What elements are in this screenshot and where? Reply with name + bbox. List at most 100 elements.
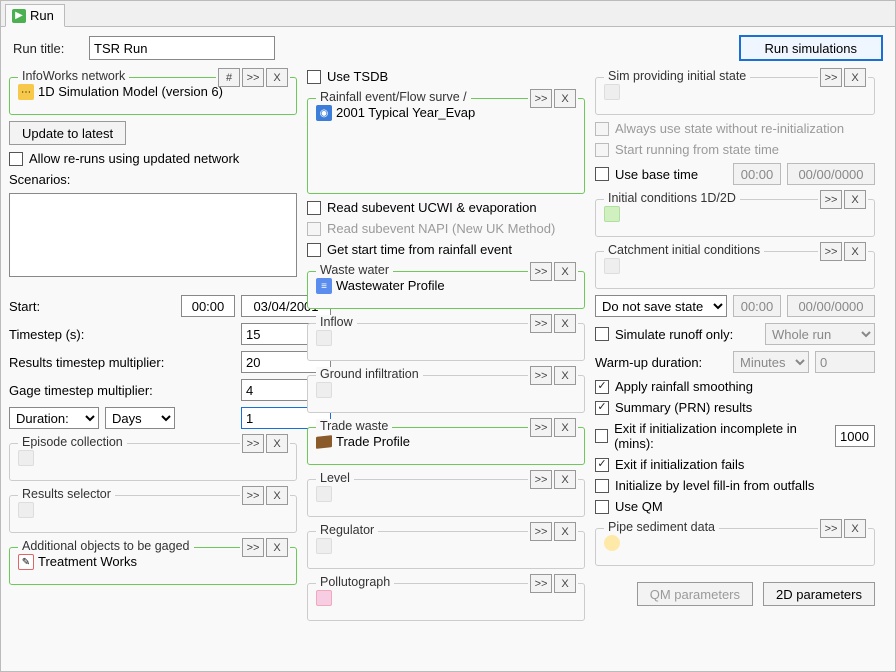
ground-clear-button[interactable]: X	[554, 366, 576, 385]
catchment-clear-button[interactable]: X	[844, 242, 866, 261]
pipe-sediment-group: Pipe sediment data >>X	[595, 528, 875, 566]
pipe-sediment-clear-button[interactable]: X	[844, 519, 866, 538]
scenarios-list[interactable]	[9, 193, 297, 277]
episode-more-button[interactable]: >>	[242, 434, 264, 453]
trade-clear-button[interactable]: X	[554, 418, 576, 437]
rainfall-legend: Rainfall event/Flow surve /	[316, 90, 471, 104]
regulator-clear-button[interactable]: X	[554, 522, 576, 541]
sim-state-clear-button[interactable]: X	[844, 68, 866, 87]
additional-item: Treatment Works	[38, 554, 137, 569]
wastewater-item: Wastewater Profile	[336, 278, 445, 293]
level-clear-button[interactable]: X	[554, 470, 576, 489]
catchment-more-button[interactable]: >>	[820, 242, 842, 261]
ground-group: Ground infiltration >>X	[307, 375, 585, 413]
ic12d-more-button[interactable]: >>	[820, 190, 842, 209]
summary-prn-checkbox[interactable]: ✓	[595, 401, 609, 415]
base-date-input	[787, 163, 875, 185]
wastewater-clear-button[interactable]: X	[554, 262, 576, 281]
exit-incomplete-checkbox[interactable]	[595, 429, 608, 443]
allow-reruns-checkbox[interactable]	[9, 152, 23, 166]
results-selector-more-button[interactable]: >>	[242, 486, 264, 505]
use-base-label: Use base time	[615, 167, 698, 182]
always-use-label: Always use state without re-initializati…	[615, 121, 844, 136]
read-ucwi-label: Read subevent UCWI & evaporation	[327, 200, 537, 215]
inflow-more-button[interactable]: >>	[530, 314, 552, 333]
trade-legend: Trade waste	[316, 419, 392, 433]
run-tab-icon: ▶	[12, 9, 26, 23]
ic12d-legend: Initial conditions 1D/2D	[604, 191, 740, 205]
sim-state-more-button[interactable]: >>	[820, 68, 842, 87]
tab-run[interactable]: ▶ Run	[5, 4, 65, 27]
gage-mult-label: Gage timestep multiplier:	[9, 383, 175, 398]
duration-type-select[interactable]: Duration:	[9, 407, 99, 429]
apply-smoothing-checkbox[interactable]: ✓	[595, 380, 609, 394]
regulator-legend: Regulator	[316, 523, 378, 537]
exit-incomplete-input[interactable]	[835, 425, 875, 447]
use-tsdb-label: Use TSDB	[327, 69, 388, 84]
ic12d-icon	[604, 206, 620, 222]
network-clear-button[interactable]: X	[266, 68, 288, 87]
ic12d-group: Initial conditions 1D/2D >>X	[595, 199, 875, 237]
init-level-checkbox[interactable]	[595, 479, 609, 493]
use-tsdb-checkbox[interactable]	[307, 70, 321, 84]
pollutograph-more-button[interactable]: >>	[530, 574, 552, 593]
save-date-input	[787, 295, 875, 317]
scenarios-label: Scenarios:	[9, 172, 297, 187]
run-title-input[interactable]	[89, 36, 275, 60]
network-group: InfoWorks network # >> X ⋯ 1D Simulation…	[9, 77, 297, 115]
catchment-legend: Catchment initial conditions	[604, 243, 764, 257]
save-state-select[interactable]: Do not save state	[595, 295, 727, 317]
start-time-input[interactable]	[181, 295, 235, 317]
trade-more-button[interactable]: >>	[530, 418, 552, 437]
results-selector-group: Results selector >> X	[9, 495, 297, 533]
episode-clear-button[interactable]: X	[266, 434, 288, 453]
network-item: 1D Simulation Model (version 6)	[38, 84, 223, 99]
ground-more-button[interactable]: >>	[530, 366, 552, 385]
wastewater-legend: Waste water	[316, 263, 393, 277]
regulator-more-button[interactable]: >>	[530, 522, 552, 541]
ic12d-clear-button[interactable]: X	[844, 190, 866, 209]
use-base-checkbox[interactable]	[595, 167, 609, 181]
rainfall-icon: ◉	[316, 105, 332, 121]
trade-icon	[316, 435, 332, 449]
rainfall-clear-button[interactable]: X	[554, 89, 576, 108]
inflow-group: Inflow >>X	[307, 323, 585, 361]
results-selector-icon	[18, 502, 34, 518]
use-qm-checkbox[interactable]	[595, 500, 609, 514]
episode-legend: Episode collection	[18, 435, 127, 449]
form-body: InfoWorks network # >> X ⋯ 1D Simulation…	[1, 61, 895, 629]
duration-unit-select[interactable]: Days	[105, 407, 175, 429]
exit-fails-label: Exit if initialization fails	[615, 457, 744, 472]
pipe-sediment-more-button[interactable]: >>	[820, 519, 842, 538]
results-selector-clear-button[interactable]: X	[266, 486, 288, 505]
runoff-only-checkbox[interactable]	[595, 327, 609, 341]
additional-clear-button[interactable]: X	[266, 538, 288, 557]
sim-state-group: Sim providing initial state >>X	[595, 77, 875, 115]
get-start-checkbox[interactable]	[307, 243, 321, 257]
exit-incomplete-label: Exit if initialization incomplete in (mi…	[614, 421, 823, 451]
run-simulations-button[interactable]: Run simulations	[739, 35, 884, 61]
wastewater-more-button[interactable]: >>	[530, 262, 552, 281]
ground-icon	[316, 382, 332, 398]
init-level-label: Initialize by level fill-in from outfall…	[615, 478, 814, 493]
results-mult-label: Results timestep multiplier:	[9, 355, 175, 370]
exit-fails-checkbox[interactable]: ✓	[595, 458, 609, 472]
trade-item: Trade Profile	[336, 434, 410, 449]
inflow-clear-button[interactable]: X	[554, 314, 576, 333]
level-more-button[interactable]: >>	[530, 470, 552, 489]
header-row: Run title: Run simulations	[1, 27, 895, 61]
tab-label: Run	[30, 8, 54, 23]
network-more-button[interactable]: >>	[242, 68, 264, 87]
additional-more-button[interactable]: >>	[242, 538, 264, 557]
read-napi-checkbox	[307, 222, 321, 236]
regulator-icon	[316, 538, 332, 554]
rainfall-item: 2001 Typical Year_Evap	[336, 105, 475, 120]
update-to-latest-button[interactable]: Update to latest	[9, 121, 126, 145]
runoff-only-label: Simulate runoff only:	[615, 327, 733, 342]
2d-parameters-button[interactable]: 2D parameters	[763, 582, 875, 606]
network-hash-button[interactable]: #	[218, 68, 240, 87]
rainfall-more-button[interactable]: >>	[530, 89, 552, 108]
pollutograph-clear-button[interactable]: X	[554, 574, 576, 593]
read-ucwi-checkbox[interactable]	[307, 201, 321, 215]
warmup-unit-select: Minutes	[733, 351, 809, 373]
